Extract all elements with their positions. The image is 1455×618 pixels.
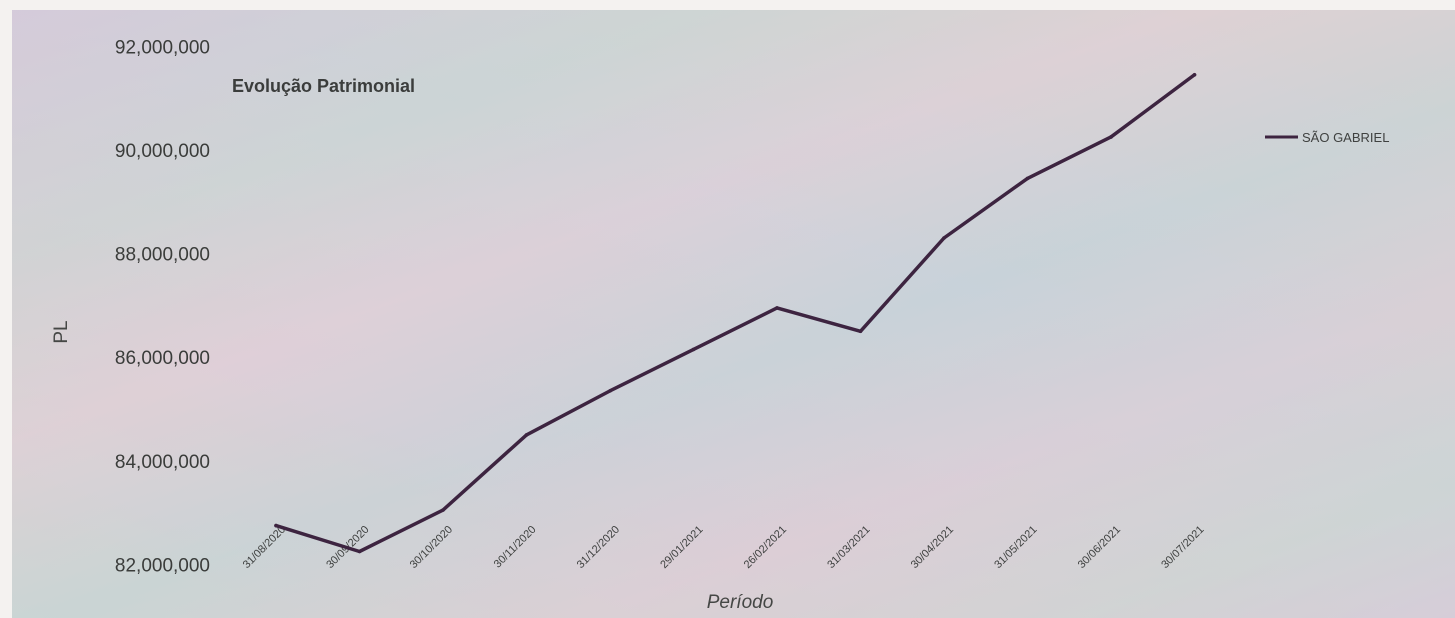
data-point [775,306,779,310]
legend-label-sao-gabriel: SÃO GABRIEL [1302,130,1389,145]
x-tick-label: 30/10/2020 [408,524,455,571]
y-tick-label: 92,000,000 [115,37,210,58]
y-tick-label: 88,000,000 [115,245,210,266]
y-tick-label: 86,000,000 [115,348,210,369]
data-point [441,508,445,512]
legend: SÃO GABRIEL [1265,130,1389,145]
x-tick-label: 31/08/2020 [241,524,288,571]
data-point [274,523,278,528]
x-tick-label: 31/03/2021 [825,524,872,571]
data-point [1109,135,1113,139]
data-point [357,549,362,554]
data-point [691,347,696,352]
x-tick-label: 30/06/2021 [1076,524,1123,571]
y-axis: 82,000,000 84,000,000 86,000,000 88,000,000… [115,37,210,576]
x-tick-label: 30/11/2020 [492,524,539,571]
chart-panel: Evolução Patrimonial 82,000,000 84,000,00… [12,10,1455,618]
y-axis-label: PL [51,320,72,343]
data-point [1025,176,1030,181]
data-point [858,329,863,334]
data-point [524,433,529,437]
line-chart: Evolução Patrimonial 82,000,000 84,000,00… [51,37,1389,613]
y-tick-label: 82,000,000 [115,555,210,576]
y-tick-label: 90,000,000 [115,141,210,162]
x-tick-label: 31/12/2020 [575,524,622,571]
x-tick-label: 30/07/2021 [1159,524,1206,571]
chart-title: Evolução Patrimonial [232,76,415,96]
x-tick-label: 29/01/2021 [658,524,705,571]
series-line-0 [274,73,1197,554]
y-tick-label: 84,000,000 [115,452,210,473]
x-tick-label: 26/02/2021 [742,524,789,571]
x-axis-label: Período [707,592,774,613]
x-axis: 31/08/2020 30/09/2020 30/10/2020 30/11/2020… [241,524,1207,571]
x-tick-label: 30/04/2021 [909,524,956,571]
data-point [1192,72,1197,77]
data-point [942,236,946,240]
x-tick-label: 31/05/2021 [992,524,1039,571]
data-point [608,389,612,393]
series-layer [274,72,1197,554]
